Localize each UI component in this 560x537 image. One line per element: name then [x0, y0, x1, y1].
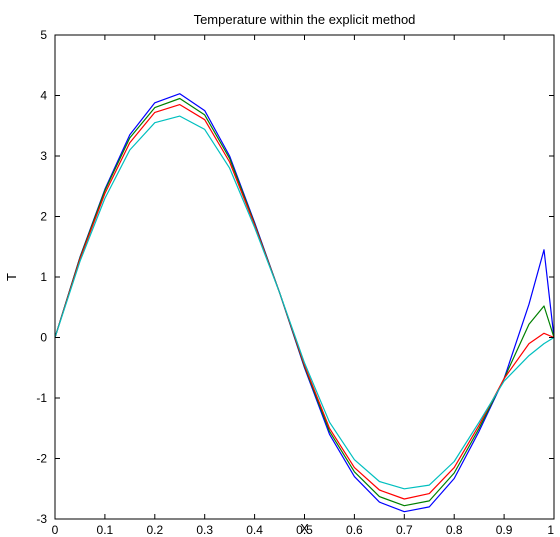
x-tick-label: 0.1	[97, 523, 114, 537]
x-tick-label: 1	[547, 523, 554, 537]
x-tick-label: 0	[52, 523, 59, 537]
y-tick-label: -2	[36, 452, 47, 466]
x-tick-label: 0.4	[246, 523, 263, 537]
y-tick-label: 3	[40, 149, 47, 163]
y-tick-label: 4	[40, 89, 47, 103]
x-tick-label: 0.2	[146, 523, 163, 537]
x-tick-label: 0.5	[296, 523, 313, 537]
y-tick-label: -1	[36, 391, 47, 405]
x-tick-label: 0.3	[196, 523, 213, 537]
y-tick-label: 1	[40, 270, 47, 284]
y-tick-label: 0	[40, 331, 47, 345]
series-line-4	[54, 115, 555, 490]
x-axis-label: X	[300, 521, 309, 536]
y-tick-label: 5	[40, 28, 47, 42]
chart-title: Temperature within the explicit method	[194, 12, 416, 27]
x-tick-label: 0.7	[396, 523, 413, 537]
plot-area	[55, 35, 554, 519]
x-tick-label: 0.9	[496, 523, 513, 537]
series-line-2	[54, 97, 555, 507]
series-line-1	[54, 93, 555, 513]
x-tick-label: 0.8	[446, 523, 463, 537]
y-tick-label: -3	[36, 512, 47, 526]
y-tick-label: 2	[40, 210, 47, 224]
x-axis-ticks: 0 0.1 0.2 0.3 0.4 0.5 0.6 0.7 0.8 0.9 1	[52, 35, 555, 537]
x-tick-label: 0.6	[346, 523, 363, 537]
series-layer	[54, 93, 555, 513]
y-axis-ticks: -3 -2 -1 0 1 2 3 4 5	[36, 28, 554, 526]
y-axis-label: T	[4, 273, 19, 281]
